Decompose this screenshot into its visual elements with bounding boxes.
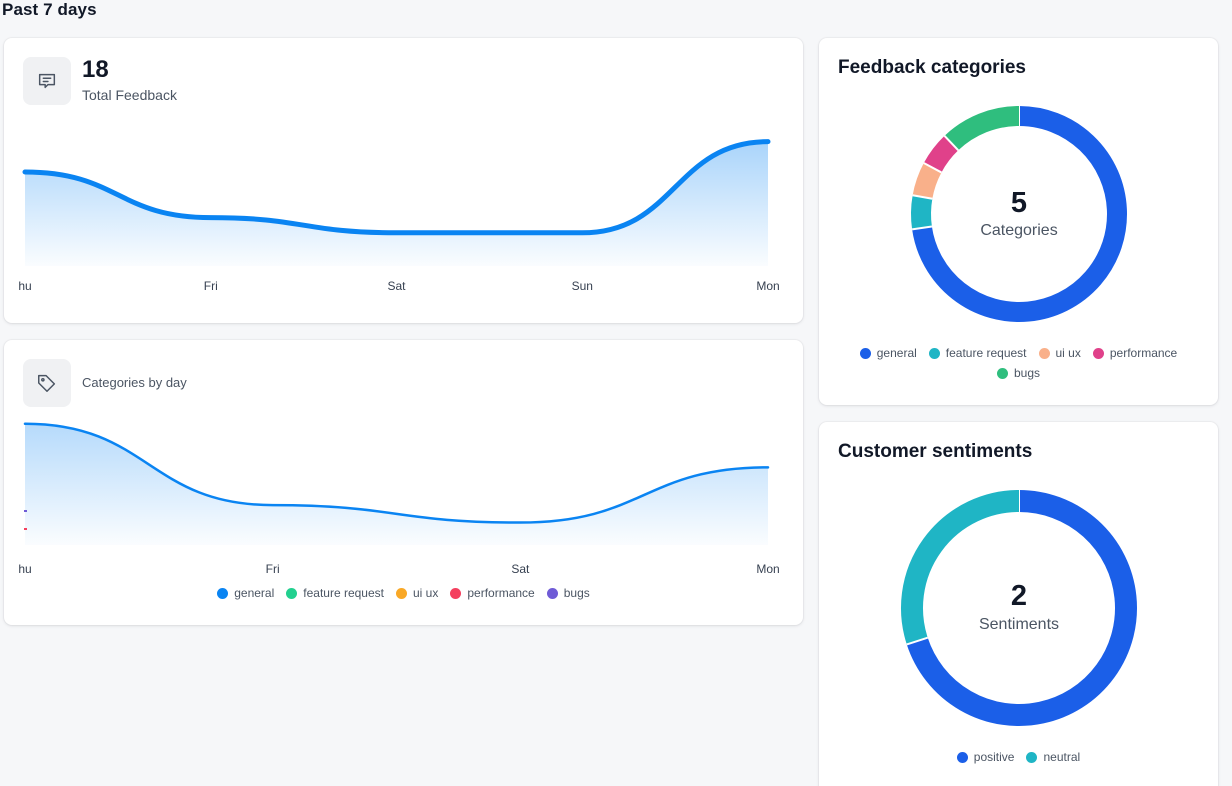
categories-by-day-legend: general feature request ui ux performance bu… <box>4 586 803 600</box>
legend-dot <box>395 587 407 599</box>
x-tick-label: Sat <box>387 279 406 293</box>
feedback-categories-donut: 5 Categories <box>911 106 1127 322</box>
customer-sentiments-legend: positive neutral <box>839 750 1198 764</box>
legend-label: performance <box>1109 346 1178 360</box>
legend-label: bugs <box>1013 366 1041 380</box>
legend-item-feature-request[interactable]: feature request <box>928 346 1027 360</box>
customer-sentiments-count: 2 <box>1011 580 1027 612</box>
tag-icon <box>23 359 71 407</box>
message-square-icon <box>23 57 71 105</box>
legend-dot <box>450 587 462 599</box>
customer-sentiments-donut: 2 Sentiments <box>901 490 1137 726</box>
x-tick-label: Sun <box>572 279 593 293</box>
donut-separator <box>912 194 933 200</box>
legend-item-neutral[interactable]: neutral <box>1026 750 1080 764</box>
legend-item-feature-request[interactable]: feature request <box>286 586 384 600</box>
x-tick-label: hu <box>18 562 31 576</box>
feedback-categories-title: Feedback categories <box>838 57 1026 78</box>
feedback-categories-count: 5 <box>1011 187 1027 219</box>
total-feedback-chart: hu Fri Sat Sun Mon <box>18 139 780 293</box>
legend-dot <box>996 367 1008 379</box>
x-tick-label: Mon <box>756 279 779 293</box>
legend-label: general <box>876 346 917 360</box>
legend-item-ui-ux[interactable]: ui ux <box>395 586 439 600</box>
series-line-feedback <box>22 139 771 236</box>
legend-label: general <box>234 586 275 600</box>
legend-item-performance[interactable]: performance <box>1092 346 1178 360</box>
legend-dot <box>928 347 940 359</box>
total-feedback-label: Total Feedback <box>82 87 177 103</box>
legend-item-performance[interactable]: performance <box>450 586 535 600</box>
legend-dot <box>1038 347 1050 359</box>
categories-by-day-card: Categories by day hu Fri Sat Mon general fea… <box>4 340 803 625</box>
donut-slice-performance[interactable] <box>923 135 959 173</box>
legend-item-bugs[interactable]: bugs <box>546 586 590 600</box>
legend-label: ui ux <box>412 586 439 600</box>
legend-dot <box>546 587 558 599</box>
feedback-categories-card: Feedback categories 5 Categories general… <box>819 38 1218 405</box>
donut-separator <box>906 636 929 646</box>
donut-slice-positive[interactable] <box>906 490 1137 726</box>
donut-slice-ui-ux[interactable] <box>912 162 942 200</box>
legend-dot <box>286 587 298 599</box>
area-fill-general <box>25 423 768 545</box>
customer-sentiments-card: Customer sentiments 2 Sentiments positiv… <box>819 422 1218 786</box>
donut-slice-neutral[interactable] <box>901 490 1020 645</box>
legend-label: feature request <box>303 586 384 600</box>
legend-label: performance <box>467 586 535 600</box>
legend-dot <box>859 347 871 359</box>
customer-sentiments-center-label: Sentiments <box>979 616 1059 633</box>
legend-label: feature request <box>945 346 1027 360</box>
legend-item-bugs[interactable]: bugs <box>996 366 1041 380</box>
legend-label: positive <box>973 750 1015 764</box>
series-marker <box>24 528 27 530</box>
x-tick-label: Sat <box>511 562 530 576</box>
x-tick-label: Mon <box>756 562 779 576</box>
donut-slice-general[interactable] <box>912 106 1127 322</box>
legend-item-general[interactable]: general <box>859 346 917 360</box>
donut-slice-bugs[interactable] <box>944 106 1020 151</box>
feedback-categories-center-label: Categories <box>980 222 1057 239</box>
series-line-general <box>23 422 770 524</box>
total-feedback-card: 18 Total Feedback hu Fri Sat Sun Mon <box>4 38 803 323</box>
donut-separator <box>911 225 933 231</box>
x-tick-label: hu <box>18 279 31 293</box>
x-tick-label: Fri <box>266 562 280 576</box>
legend-item-general[interactable]: general <box>217 586 274 600</box>
x-tick-label: Fri <box>204 279 218 293</box>
legend-label: neutral <box>1043 750 1081 764</box>
legend-dot <box>1092 347 1104 359</box>
total-feedback-value: 18 <box>82 56 109 83</box>
legend-label: bugs <box>563 586 590 600</box>
categories-by-day-chart: hu Fri Sat Mon <box>18 422 780 576</box>
customer-sentiments-title: Customer sentiments <box>838 441 1033 462</box>
series-marker <box>24 510 27 512</box>
legend-item-positive[interactable]: positive <box>956 750 1015 764</box>
section-title: Past 7 days <box>2 0 97 19</box>
legend-dot <box>217 587 229 599</box>
donut-separator <box>923 162 942 174</box>
donut-slice-feature-request[interactable] <box>911 195 933 230</box>
feedback-categories-legend: general feature request ui ux performance bu… <box>839 346 1198 380</box>
legend-label: ui ux <box>1055 346 1081 360</box>
legend-item-ui-ux[interactable]: ui ux <box>1038 346 1081 360</box>
legend-dot <box>956 751 968 763</box>
legend-dot <box>1026 751 1038 763</box>
donut-separator <box>943 135 959 152</box>
categories-by-day-title: Categories by day <box>82 375 187 390</box>
